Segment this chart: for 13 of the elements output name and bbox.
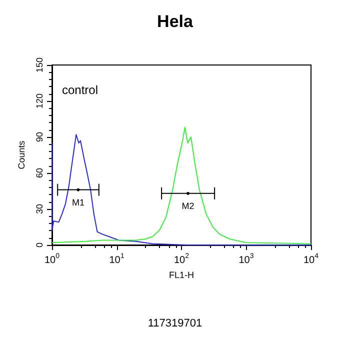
y-tick-label: 0 bbox=[34, 242, 44, 248]
data-label: M1 bbox=[72, 197, 84, 208]
y-axis-title: Counts bbox=[16, 140, 26, 170]
y-tick-label: 150 bbox=[34, 57, 44, 73]
x-axis-title: FL1-H bbox=[168, 270, 194, 280]
y-tick-label: 30 bbox=[34, 204, 44, 214]
y-tick-label: 60 bbox=[34, 168, 44, 178]
chart-title: Hela bbox=[157, 12, 194, 31]
text: 117319701 bbox=[148, 318, 202, 330]
y-tick-label: 120 bbox=[34, 93, 44, 109]
data-label: M2 bbox=[182, 200, 194, 211]
y-tick-label: 90 bbox=[34, 132, 44, 142]
annotation: control bbox=[62, 83, 98, 97]
